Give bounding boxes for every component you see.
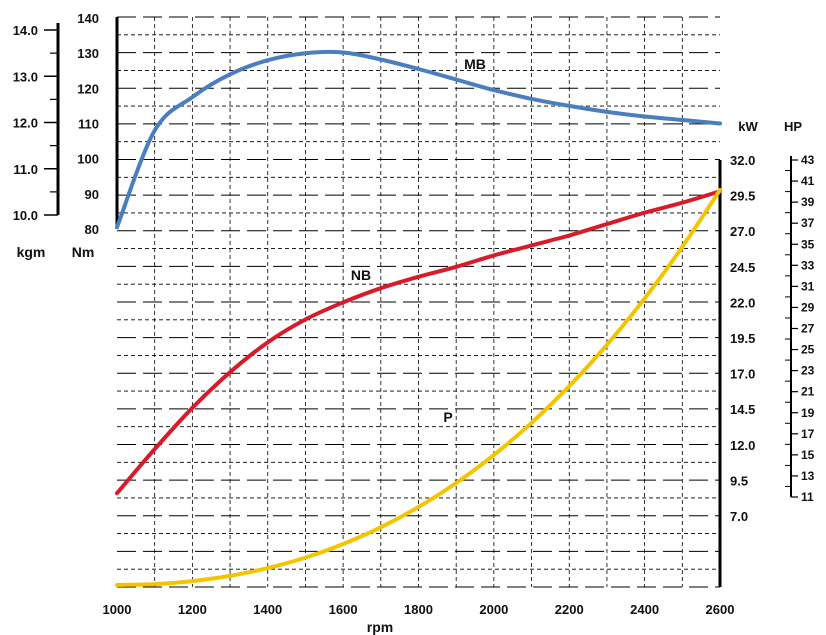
hp-tick-label: 25 [801,343,815,357]
series-line-p [115,188,722,587]
hp-tick-label: 29 [801,300,815,314]
series-line-mb [115,49,722,230]
hp-tick-label: 19 [801,406,815,420]
hp-tick-label: 15 [801,448,815,462]
hp-tick-label: 31 [801,279,815,293]
series-label-mb: MB [464,56,486,72]
nm-tick-label: 90 [85,187,99,202]
x-tick-label: 1800 [404,602,433,617]
kgm-tick-label: 14.0 [13,23,38,38]
series-line-nb [115,189,722,496]
kw-tick-label: 27.0 [730,224,755,239]
hp-tick-label: 39 [801,195,815,209]
kw-axis-label: kW [738,119,758,134]
x-tick-label: 1200 [178,602,207,617]
nm-tick-label: 100 [77,152,99,167]
series-layer [115,49,722,587]
x-tick-label: 1600 [329,602,358,617]
kgm-tick-label: 10.0 [13,208,38,223]
kw-tick-label: 14.5 [730,402,755,417]
hp-tick-label: 41 [801,174,815,188]
x-tick-label: 1400 [253,602,282,617]
hp-tick-label: 17 [801,427,815,441]
hp-tick-label: 23 [801,364,815,378]
hp-tick-label: 13 [801,469,815,483]
kw-tick-label: 22.0 [730,295,755,310]
kw-tick-label: 17.0 [730,367,755,382]
hp-tick-label: 21 [801,385,815,399]
kw-tick-label: 7.0 [730,509,748,524]
nm-tick-label: 130 [77,46,99,61]
plot-grid [117,16,720,588]
kgm-axis-label: kgm [17,244,46,260]
hp-tick-label: 33 [801,258,815,272]
hp-tick-label: 37 [801,216,815,230]
kw-tick-label: 19.5 [730,331,755,346]
kgm-tick-label: 12.0 [13,116,38,131]
x-tick-label: 1000 [103,602,132,617]
kgm-tick-label: 11.0 [13,162,38,177]
x-tick-label: 2600 [706,602,735,617]
nm-tick-label: 120 [77,81,99,96]
nm-axis-label: Nm [72,244,95,260]
series-label-p: P [443,409,452,425]
nm-tick-label: 140 [77,11,99,26]
hp-tick-label: 11 [801,490,814,504]
hp-axis-label: HP [784,119,802,134]
x-tick-label: 2000 [479,602,508,617]
kw-tick-label: 24.5 [730,260,755,275]
nm-tick-label: 110 [78,117,99,132]
x-tick-label: 2400 [630,602,659,617]
kw-tick-label: 9.5 [730,473,748,488]
x-tick-label: 2200 [555,602,584,617]
hp-tick-label: 35 [801,237,815,251]
labels-layer: 10.0 11.0 12.0 13.0 14.0 80 90 100 110 120 130 140 7… [13,11,815,635]
kgm-tick-label: 13.0 [13,69,38,84]
kw-tick-label: 12.0 [730,438,755,453]
nm-tick-label: 80 [85,222,99,237]
axes [44,17,798,587]
hp-tick-label: 27 [801,322,815,336]
kw-tick-label: 29.5 [730,189,755,204]
x-axis-label: rpm [367,619,393,635]
hp-tick-label: 43 [801,153,815,167]
series-label-nb: NB [351,267,371,283]
kw-tick-label: 32.0 [730,153,755,168]
